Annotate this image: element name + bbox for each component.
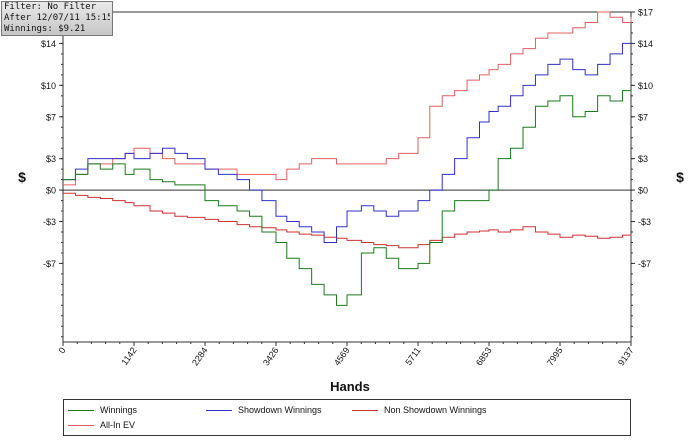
y-axis-label-left: $ xyxy=(18,169,26,185)
plot-area xyxy=(62,11,632,343)
winnings-text: Winnings: $9.21 xyxy=(4,24,86,34)
y-tick-label-right: $17 xyxy=(638,8,653,18)
y-tick-label-left: $7 xyxy=(46,112,56,122)
y-tick-label-right: $14 xyxy=(638,39,653,49)
legend-item-nonshowdown: Non Showdown Winnings xyxy=(352,403,487,417)
after-date-text: After 12/07/11 15:15:46 xyxy=(4,13,110,23)
info-box: Filter: No Filter After 12/07/11 15:15:4… xyxy=(1,1,113,36)
legend-swatch-winnings xyxy=(68,409,94,411)
legend-item-allin: All-In EV xyxy=(68,418,135,432)
legend-swatch-nonshowdown xyxy=(352,409,378,411)
y-axis-right: $17 $14 $10 $7 $3 $0 -$3 -$7 xyxy=(631,8,653,338)
x-tick-label: 9137 xyxy=(616,345,636,367)
x-axis-label: Hands xyxy=(330,379,370,394)
legend-swatch-allin xyxy=(68,424,94,426)
y-tick-label-right: -$3 xyxy=(638,217,651,227)
y-tick-label-right: $7 xyxy=(638,112,648,122)
legend-swatch-showdown xyxy=(206,409,232,411)
y-axis-label-right: $ xyxy=(676,169,684,185)
series-line-winnings xyxy=(63,90,632,306)
legend-item-winnings: Winnings xyxy=(68,403,137,417)
y-tick-label-left: -$3 xyxy=(43,217,56,227)
legend-label-allin: All-In EV xyxy=(100,420,136,430)
y-tick-label-left: $3 xyxy=(46,154,56,164)
x-tick-label: 6853 xyxy=(474,345,494,367)
series-layer xyxy=(63,11,632,306)
x-tick-label: 5711 xyxy=(403,345,422,367)
y-tick-label-right: $0 xyxy=(638,186,648,196)
filter-text: Filter: No Filter xyxy=(4,2,97,12)
y-tick-label-left: $10 xyxy=(41,81,56,91)
y-tick-label-left: $0 xyxy=(46,186,56,196)
y-tick-label-right: $10 xyxy=(638,81,653,91)
series-line-showdown-winnings xyxy=(63,42,631,243)
legend-label-nonshowdown: Non Showdown Winnings xyxy=(384,405,487,415)
x-tick-label: 0 xyxy=(57,345,68,355)
x-axis: 0 1142 2284 3426 4569 5711 6853 7995 9137 xyxy=(57,342,636,368)
y-axis-left: $17$14$10$7$3$0-$3-$7 xyxy=(41,8,63,338)
x-tick-label: 7995 xyxy=(545,345,565,367)
legend-item-showdown: Showdown Winnings xyxy=(206,403,322,417)
y-tick-label-right: $3 xyxy=(638,154,648,164)
y-tick-label-left: -$7 xyxy=(43,259,56,269)
y-tick-label-right: -$7 xyxy=(638,259,651,269)
series-line-non-showdown-winnings xyxy=(63,192,632,249)
x-tick-label: 1142 xyxy=(119,345,138,367)
legend-label-showdown: Showdown Winnings xyxy=(238,405,322,415)
x-tick-label: 4569 xyxy=(332,345,352,367)
y-tick-label-left: $14 xyxy=(41,39,56,49)
legend: Winnings Showdown Winnings Non Showdown … xyxy=(63,399,631,436)
x-tick-label: 2284 xyxy=(190,345,210,367)
legend-label-winnings: Winnings xyxy=(100,405,138,415)
x-tick-label: 3426 xyxy=(261,345,281,367)
